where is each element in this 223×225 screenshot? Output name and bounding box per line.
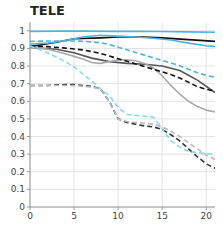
grid-line [30, 136, 215, 137]
tick-label: 0.1 [11, 184, 25, 194]
tick-label: 0.6 [11, 96, 26, 106]
grid-line [30, 22, 31, 207]
grid-line [30, 30, 215, 31]
grid-line [206, 22, 207, 207]
series-line [30, 47, 215, 112]
series-line [30, 46, 215, 154]
axes: 00.10.20.30.40.50.60.70.80.9105101520 [11, 22, 215, 221]
grid-line [30, 83, 215, 84]
grid [30, 22, 215, 207]
tick-label: 0.8 [11, 61, 26, 71]
tick-label: 0.7 [11, 79, 25, 89]
x-axis-line [30, 207, 215, 208]
lines [30, 31, 215, 168]
tick-label: 0.2 [11, 167, 25, 177]
tick-label: 20 [200, 211, 212, 221]
tick-label: 5 [71, 211, 77, 221]
tick-label: 15 [156, 211, 167, 221]
grid-line [162, 22, 163, 207]
series-line [30, 31, 215, 32]
chart: TELE00.10.20.30.40.50.60.70.80.910510152… [0, 0, 223, 225]
tick-label: 0 [27, 211, 33, 221]
tick-label: 10 [112, 211, 124, 221]
series-line [30, 41, 215, 77]
series-line [30, 85, 215, 159]
grid-line [118, 22, 119, 207]
title: TELE [30, 3, 65, 18]
series-line [30, 85, 215, 169]
tick-label: 0 [19, 202, 25, 212]
grid-line [30, 118, 215, 119]
tick-label: 0.4 [11, 132, 26, 142]
grid-line [30, 66, 215, 67]
grid-line [30, 171, 215, 172]
grid-line [30, 154, 215, 155]
tick-label: 0.9 [11, 43, 26, 53]
tick-label: 1 [19, 26, 25, 36]
grid-line [30, 207, 215, 208]
tick-label: 0.5 [11, 114, 25, 124]
y-axis-line [30, 22, 31, 207]
tick-label: 0.3 [11, 149, 25, 159]
grid-line [30, 189, 215, 190]
